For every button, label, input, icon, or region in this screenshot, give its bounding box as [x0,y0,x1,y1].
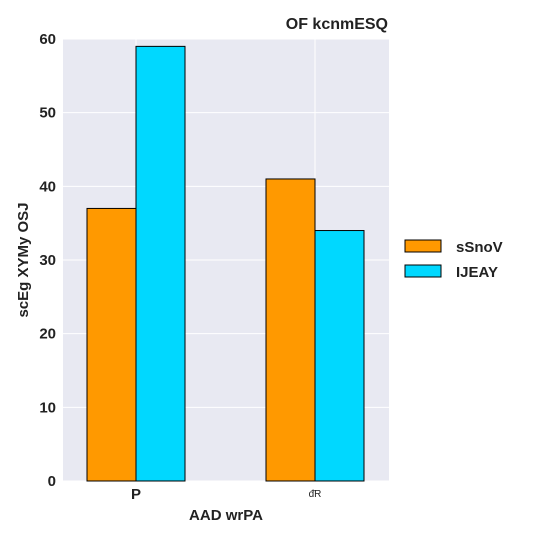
y-axis-title: scEg XYMy OSJ [15,202,32,317]
y-tick-label: 0 [48,473,56,490]
legend-label-series-1: sSnoV [456,239,503,256]
y-tick-label: 60 [39,31,56,48]
y-tick-labels: 0 10 20 30 40 50 60 [39,31,56,490]
y-tick-label: 20 [39,326,56,343]
y-tick-label: 30 [39,252,56,269]
x-tick-label: ᵭR [309,489,322,500]
legend-swatch-series-1 [404,239,442,253]
chart-title: OF kcnmESQ [286,16,388,33]
bars [86,45,365,482]
x-axis-title: AAD wrPA [189,507,263,524]
legend-label-series-2: IJEAY [456,264,498,281]
bar-2-2 [314,230,365,482]
y-tick-label: 50 [39,105,56,122]
bar-1-2 [265,178,316,482]
bar-1-1 [86,207,137,482]
legend-swatch-series-2 [404,264,442,278]
legend: sSnoV IJEAY [404,239,503,281]
x-tick-label: P [131,486,141,503]
y-tick-label: 40 [39,178,56,195]
y-tick-label: 10 [39,399,56,416]
bar-2-1 [135,45,186,482]
